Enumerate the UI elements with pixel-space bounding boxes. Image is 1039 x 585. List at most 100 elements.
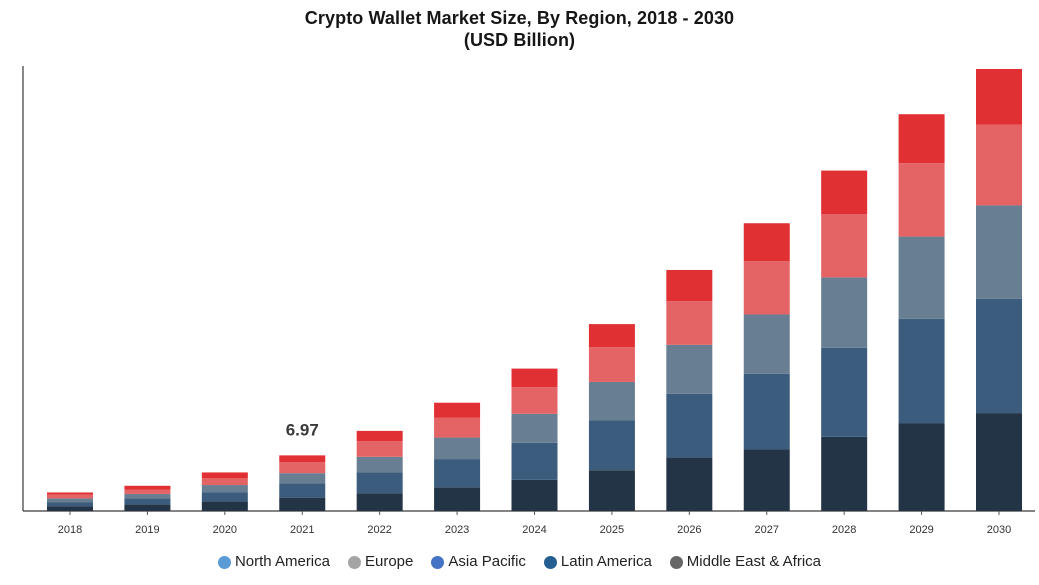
bar-segment-2023-latin-america[interactable]	[434, 417, 481, 438]
legend-label: Asia Pacific	[448, 553, 526, 570]
x-tick-label: 2021	[290, 524, 314, 536]
bar-segment-2028-north-america[interactable]	[821, 436, 868, 511]
bar-segment-2021-asia-pacific[interactable]	[279, 473, 326, 484]
legend-swatch-icon	[543, 555, 557, 569]
legend-label: North America	[234, 553, 330, 570]
bar-segment-2018-north-america[interactable]	[47, 506, 93, 511]
legend-item[interactable]: Latin America	[543, 552, 652, 572]
bar-segment-2029-north-america[interactable]	[898, 423, 945, 511]
bar-segment-2025-europe[interactable]	[588, 420, 635, 471]
bar-segment-2024-europe[interactable]	[511, 442, 558, 480]
bar-segment-2029-latin-america[interactable]	[898, 163, 945, 237]
bar-segment-2030-latin-america[interactable]	[976, 124, 1022, 206]
x-tick-label: 2030	[987, 524, 1011, 536]
bar-segment-2020-europe[interactable]	[201, 492, 248, 502]
bar-segment-2027-latin-america[interactable]	[743, 261, 790, 315]
bar-segment-2018-asia-pacific[interactable]	[47, 498, 93, 503]
bar-segment-2022-north-america[interactable]	[356, 493, 403, 511]
bar-segment-2021-north-america[interactable]	[279, 497, 326, 511]
x-tick-label: 2019	[135, 524, 159, 536]
bar-segment-2027-asia-pacific[interactable]	[743, 314, 790, 374]
bar-segment-2025-north-america[interactable]	[588, 470, 635, 511]
bar-segment-2021-europe[interactable]	[279, 483, 326, 498]
bar-segment-2019-latin-america[interactable]	[124, 489, 171, 494]
bar-segment-2025-middle-east-africa[interactable]	[588, 324, 635, 348]
bar-segment-2027-north-america[interactable]	[743, 449, 790, 511]
chart-legend: North America Europe Asia Pacific Latin Ame…	[0, 552, 1039, 572]
chart-title-block: Crypto Wallet Market Size, By Region, 20…	[0, 7, 1039, 51]
x-tick-label: 2018	[58, 524, 82, 536]
bar-segment-2022-middle-east-africa[interactable]	[356, 430, 403, 442]
legend-label: Europe	[365, 553, 414, 570]
bar-segment-2019-asia-pacific[interactable]	[124, 493, 171, 499]
bar-segment-2021-latin-america[interactable]	[279, 462, 326, 474]
bar-segment-2025-latin-america[interactable]	[588, 347, 635, 382]
x-tick-label: 2029	[909, 524, 933, 536]
x-tick-label: 2020	[213, 524, 237, 536]
bar-segment-2026-asia-pacific[interactable]	[666, 344, 713, 394]
chart-title: Crypto Wallet Market Size, By Region, 20…	[304, 8, 735, 28]
bar-segment-2024-asia-pacific[interactable]	[511, 413, 558, 443]
bar-segment-2024-latin-america[interactable]	[511, 387, 558, 414]
legend-label: Middle East & Africa	[686, 553, 822, 570]
chart-subtitle: (USD Billion)	[463, 30, 576, 50]
bar-segment-2026-middle-east-africa[interactable]	[666, 269, 713, 302]
bar-segment-2020-middle-east-africa[interactable]	[201, 472, 248, 479]
bar-segment-2020-asia-pacific[interactable]	[201, 485, 248, 493]
bar-segment-2024-north-america[interactable]	[511, 479, 558, 511]
legend-item[interactable]: Europe	[348, 552, 413, 572]
bar-segment-2019-north-america[interactable]	[124, 504, 171, 511]
legend-swatch-icon	[669, 555, 683, 569]
bar-segment-2028-europe[interactable]	[821, 347, 868, 437]
bar-segment-2028-latin-america[interactable]	[821, 214, 868, 278]
legend-item[interactable]: Middle East & Africa	[669, 552, 822, 572]
bar-segment-2018-europe[interactable]	[47, 502, 93, 507]
bar-segment-2026-europe[interactable]	[666, 393, 713, 458]
bar-segment-2029-europe[interactable]	[898, 318, 945, 424]
bar-segment-2023-north-america[interactable]	[434, 487, 481, 511]
bar-segment-2026-north-america[interactable]	[666, 457, 713, 511]
bar-segment-2030-north-america[interactable]	[976, 413, 1022, 511]
bar-segment-2029-middle-east-africa[interactable]	[898, 114, 945, 164]
bar-segment-2023-europe[interactable]	[434, 459, 481, 488]
x-tick-label: 2025	[600, 524, 624, 536]
legend-item[interactable]: North America	[217, 552, 330, 572]
legend-swatch-icon	[431, 555, 445, 569]
x-tick-label: 2027	[755, 524, 779, 536]
bar-segment-2029-asia-pacific[interactable]	[898, 236, 945, 319]
x-tick-label: 2028	[832, 524, 856, 536]
bar-segment-2018-middle-east-africa[interactable]	[47, 492, 93, 495]
bar-segment-2024-middle-east-africa[interactable]	[511, 368, 558, 388]
x-tick-label: 2026	[677, 524, 701, 536]
legend-swatch-icon	[348, 555, 361, 569]
x-tick-label: 2022	[367, 524, 391, 536]
bar-segment-2018-latin-america[interactable]	[47, 494, 93, 499]
bar-segment-2020-north-america[interactable]	[201, 501, 248, 511]
bar-segment-2021-middle-east-africa[interactable]	[279, 455, 326, 463]
bar-segment-2030-middle-east-africa[interactable]	[976, 68, 1022, 125]
bar-segment-2022-europe[interactable]	[356, 472, 403, 494]
bar-segment-2028-asia-pacific[interactable]	[821, 277, 868, 348]
legend-item[interactable]: Asia Pacific	[431, 552, 526, 572]
bar-segment-2022-latin-america[interactable]	[356, 441, 403, 457]
bar-segment-2023-asia-pacific[interactable]	[434, 437, 481, 460]
legend-swatch-icon	[217, 555, 231, 569]
bar-segment-2027-europe[interactable]	[743, 373, 790, 450]
bar-segment-2026-latin-america[interactable]	[666, 301, 713, 345]
bar-segment-2020-latin-america[interactable]	[201, 478, 248, 486]
bar-segment-2019-middle-east-africa[interactable]	[124, 485, 171, 490]
bar-segment-2030-europe[interactable]	[976, 298, 1022, 414]
legend-label: Latin America	[560, 553, 652, 570]
bar-segment-2022-asia-pacific[interactable]	[356, 456, 403, 473]
bar-segment-2030-asia-pacific[interactable]	[976, 205, 1022, 299]
x-tick-label: 2023	[445, 524, 469, 536]
bar-segment-2025-asia-pacific[interactable]	[588, 381, 635, 421]
data-label-annotation: 6.97	[286, 420, 319, 439]
bar-segment-2023-middle-east-africa[interactable]	[434, 402, 481, 418]
bar-segment-2019-europe[interactable]	[124, 498, 171, 505]
bar-segment-2027-middle-east-africa[interactable]	[743, 223, 790, 262]
x-tick-label: 2024	[522, 524, 546, 536]
bar-segment-2028-middle-east-africa[interactable]	[821, 170, 868, 215]
